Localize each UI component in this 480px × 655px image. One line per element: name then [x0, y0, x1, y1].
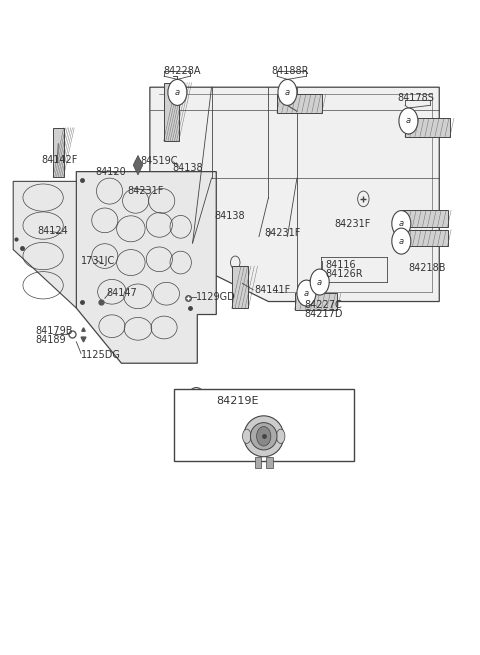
Ellipse shape	[276, 429, 285, 443]
Text: 84218B: 84218B	[408, 263, 446, 272]
Text: 84142F: 84142F	[42, 155, 78, 165]
Circle shape	[187, 388, 206, 413]
Text: 84138: 84138	[173, 163, 203, 174]
Text: 1125DG: 1125DG	[81, 350, 121, 360]
Text: 84188R: 84188R	[271, 66, 309, 76]
Text: 84120: 84120	[96, 166, 126, 177]
Text: 84217D: 84217D	[304, 309, 343, 319]
Text: 84179B: 84179B	[35, 326, 72, 336]
Text: a: a	[406, 117, 411, 126]
Ellipse shape	[244, 416, 284, 457]
Text: a: a	[194, 396, 199, 405]
Circle shape	[297, 280, 316, 306]
Text: 84231F: 84231F	[264, 229, 301, 238]
Circle shape	[310, 269, 329, 295]
Bar	[164, 83, 179, 141]
Text: 84141F: 84141F	[254, 285, 290, 295]
Circle shape	[168, 79, 187, 105]
Bar	[174, 389, 354, 460]
Bar	[53, 128, 63, 176]
Text: a: a	[399, 219, 404, 228]
Bar	[403, 230, 447, 246]
Circle shape	[392, 228, 411, 254]
Text: 84219E: 84219E	[254, 416, 297, 426]
Text: a: a	[228, 419, 233, 428]
Text: 84189: 84189	[35, 335, 66, 345]
Text: 84228A: 84228A	[163, 66, 201, 76]
Polygon shape	[150, 87, 439, 301]
Circle shape	[257, 426, 271, 446]
Ellipse shape	[251, 422, 277, 450]
Polygon shape	[76, 172, 216, 364]
Text: a: a	[399, 236, 404, 246]
Text: 84138: 84138	[214, 211, 245, 221]
Bar	[232, 266, 248, 309]
Bar	[403, 210, 447, 227]
Text: 84219E: 84219E	[216, 396, 259, 405]
Circle shape	[392, 211, 411, 236]
Ellipse shape	[242, 429, 251, 443]
Text: 1129GD: 1129GD	[196, 292, 236, 302]
Polygon shape	[13, 181, 76, 308]
Bar	[277, 94, 322, 113]
Bar	[255, 457, 261, 468]
Text: 84178S: 84178S	[397, 94, 434, 103]
Text: a: a	[304, 289, 309, 297]
Text: 84126R: 84126R	[325, 269, 363, 279]
Bar	[405, 119, 450, 136]
Text: 84519C: 84519C	[140, 156, 178, 166]
Text: a: a	[317, 278, 322, 286]
Text: 1731JC: 1731JC	[81, 255, 115, 266]
Text: 84124: 84124	[37, 227, 68, 236]
Text: 84231F: 84231F	[127, 186, 164, 196]
Circle shape	[221, 410, 240, 436]
Text: a: a	[175, 88, 180, 97]
Bar	[266, 457, 273, 468]
Circle shape	[399, 108, 418, 134]
Circle shape	[278, 79, 297, 105]
Polygon shape	[133, 155, 143, 175]
Text: 84231F: 84231F	[334, 219, 370, 229]
Text: 84116: 84116	[325, 259, 356, 269]
Bar	[295, 293, 337, 310]
Text: a: a	[285, 88, 290, 97]
Text: 84147: 84147	[106, 288, 137, 298]
Text: 84227C: 84227C	[304, 300, 342, 310]
